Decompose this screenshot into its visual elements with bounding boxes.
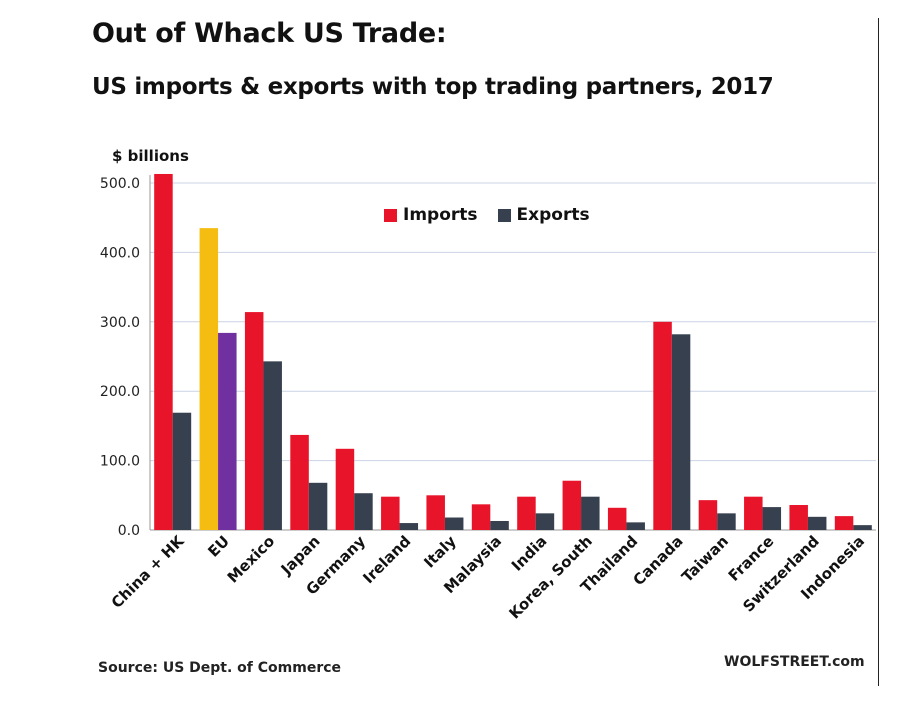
y-tick-label: 0.0 [118, 523, 140, 539]
bar-exports-indonesia [853, 525, 872, 530]
bar-exports-china-hk [172, 412, 192, 530]
y-axis-label: $ billions [112, 147, 189, 165]
bar-imports-france [744, 496, 763, 530]
bar-exports-eu [218, 332, 237, 530]
bar-imports-china-hk [154, 173, 173, 530]
x-tick-label-canada: Canada [630, 532, 687, 589]
bar-exports-italy [444, 517, 464, 530]
bar-imports-japan [290, 434, 309, 530]
bar-imports-mexico [244, 312, 264, 530]
legend-label-imports: Imports [403, 205, 478, 225]
bar-exports-canada [671, 334, 691, 530]
brand-logo: WOLFSTREET.com [724, 654, 865, 670]
bar-exports-germany [354, 493, 373, 530]
bar-exports-korea-south [581, 496, 600, 530]
y-tick-label: 300.0 [100, 315, 140, 331]
bar-exports-india [535, 513, 555, 530]
x-tick-label-india: India [508, 532, 551, 575]
y-tick-label: 100.0 [100, 454, 140, 470]
y-tick-label: 500.0 [100, 176, 140, 192]
legend-item-imports: Imports [384, 205, 478, 225]
bar-imports-ireland [381, 496, 400, 530]
bar-imports-korea-south [562, 480, 582, 530]
bar-imports-india [517, 496, 536, 530]
bar-imports-italy [426, 495, 445, 530]
x-tick-label-mexico: Mexico [224, 532, 279, 587]
bar-exports-ireland [399, 523, 419, 530]
legend-item-exports: Exports [497, 205, 590, 225]
x-tick-label-eu: EU [204, 532, 233, 561]
bar-imports-canada [653, 321, 672, 530]
bar-imports-eu [199, 228, 219, 531]
x-tick-label-china-hk: China + HK [108, 531, 189, 612]
bar-exports-taiwan [717, 513, 736, 530]
source-note: Source: US Dept. of Commerce [98, 660, 342, 676]
legend-swatch-exports [497, 208, 511, 222]
chart-title: Out of Whack US Trade: [92, 18, 447, 49]
bar-exports-switzerland [807, 516, 827, 530]
y-tick-label: 400.0 [100, 245, 140, 261]
chart-subtitle: US imports & exports with top trading pa… [92, 74, 774, 100]
y-tick-label: 200.0 [100, 384, 140, 400]
frame-divider [878, 18, 879, 686]
bar-imports-malaysia [471, 504, 491, 530]
bar-imports-switzerland [789, 505, 808, 530]
x-tick-label-taiwan: Taiwan [678, 532, 732, 586]
bar-exports-mexico [263, 361, 282, 530]
bar-imports-germany [335, 448, 355, 530]
legend-swatch-imports [384, 208, 397, 222]
bar-exports-france [762, 507, 782, 530]
x-tick-label-ireland: Ireland [359, 532, 414, 587]
bar-exports-malaysia [490, 520, 509, 530]
legend: Imports Exports [384, 205, 604, 225]
bar-exports-thailand [626, 522, 645, 530]
legend-label-exports: Exports [516, 205, 590, 225]
bar-exports-japan [308, 482, 328, 530]
bar-imports-indonesia [834, 516, 854, 530]
x-tick-label-italy: Italy [420, 532, 460, 572]
bar-imports-thailand [607, 507, 627, 530]
bar-imports-taiwan [698, 500, 718, 530]
